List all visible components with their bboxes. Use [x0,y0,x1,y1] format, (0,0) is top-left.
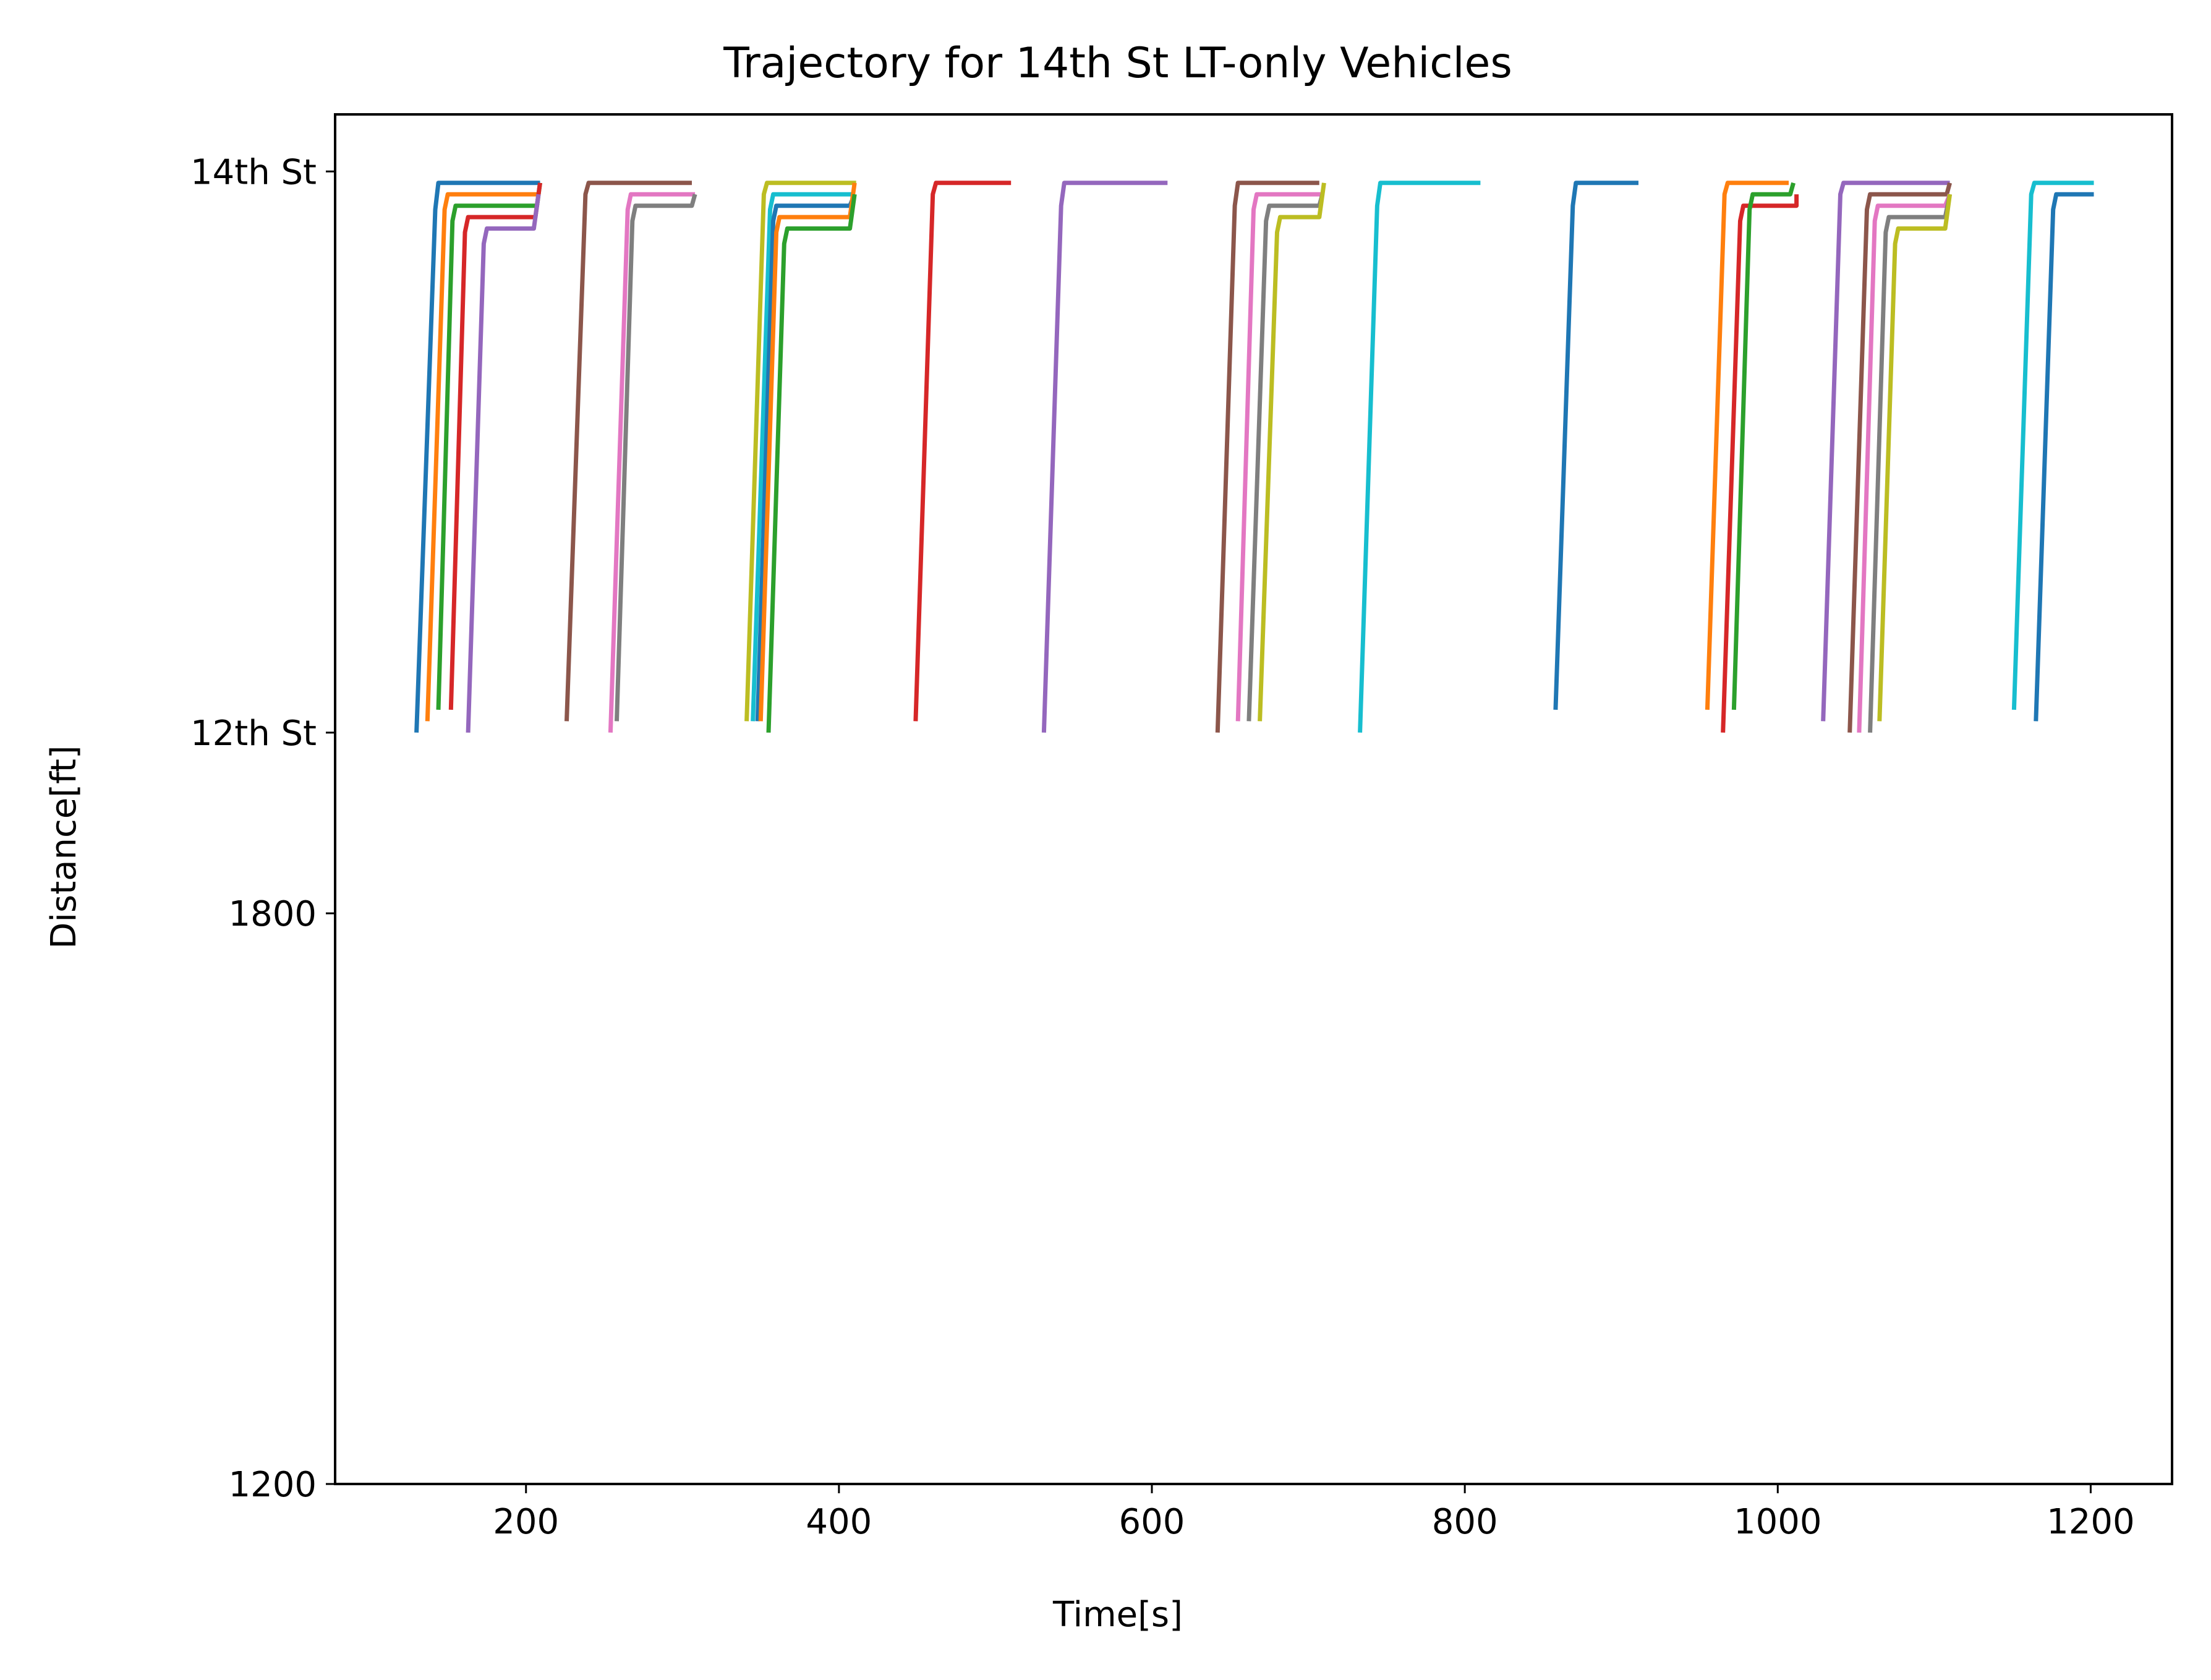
y-tick-label: 14th St [190,152,317,192]
trajectory-line-21 [1553,181,1638,710]
trajectory-line-5 [466,194,541,733]
trajectory-line-30 [2011,181,2094,710]
y-tick-label: 12th St [190,714,317,754]
x-tick-label: 600 [1119,1502,1185,1542]
trajectory-line-7 [608,192,696,733]
x-axis-label: Time[s] [1052,1595,1183,1635]
x-tick-label: 800 [1432,1502,1498,1542]
trajectory-line-19 [1258,182,1326,722]
trajectory-line-23 [1721,194,1799,733]
trajectory-line-10 [751,192,852,722]
trajectory-line-31 [2034,192,2094,722]
trajectory-line-15 [1041,181,1168,733]
y-axis-label: Distance[ft] [44,745,84,949]
trajectory-line-25 [1821,181,1950,722]
trajectory-line-2 [425,192,540,722]
trajectory-line-1 [414,181,540,733]
trajectory-line-14 [913,181,1012,722]
trajectory-line-9 [744,181,856,722]
trajectory-line-8 [615,194,697,722]
trajectory-line-6 [564,181,692,722]
chart-title: Trajectory for 14th St LT-only Vehicles [723,39,1512,88]
x-tick-label: 1000 [1734,1502,1822,1542]
y-tick-label: 1800 [228,894,317,934]
trajectory-line-13 [766,194,857,733]
trajectory-line-20 [1358,181,1481,733]
trajectory-line-29 [1877,194,1953,722]
y-axis: 1200 1800 12th St 14th St [190,152,335,1505]
trajectory-line-22 [1705,181,1789,710]
trajectory-line-17 [1235,192,1321,722]
trajectory-line-26 [1847,182,1952,733]
series-layer [414,181,2094,733]
x-tick-label: 200 [493,1502,559,1542]
trajectory-line-24 [1731,182,1796,710]
x-tick-label: 1200 [2047,1502,2135,1542]
y-tick-label: 1200 [228,1465,317,1505]
x-tick-label: 400 [806,1502,872,1542]
trajectory-line-16 [1215,181,1319,733]
plot-area-frame [334,113,2173,1485]
x-axis: 200 400 600 800 1000 1200 [493,1484,2135,1542]
